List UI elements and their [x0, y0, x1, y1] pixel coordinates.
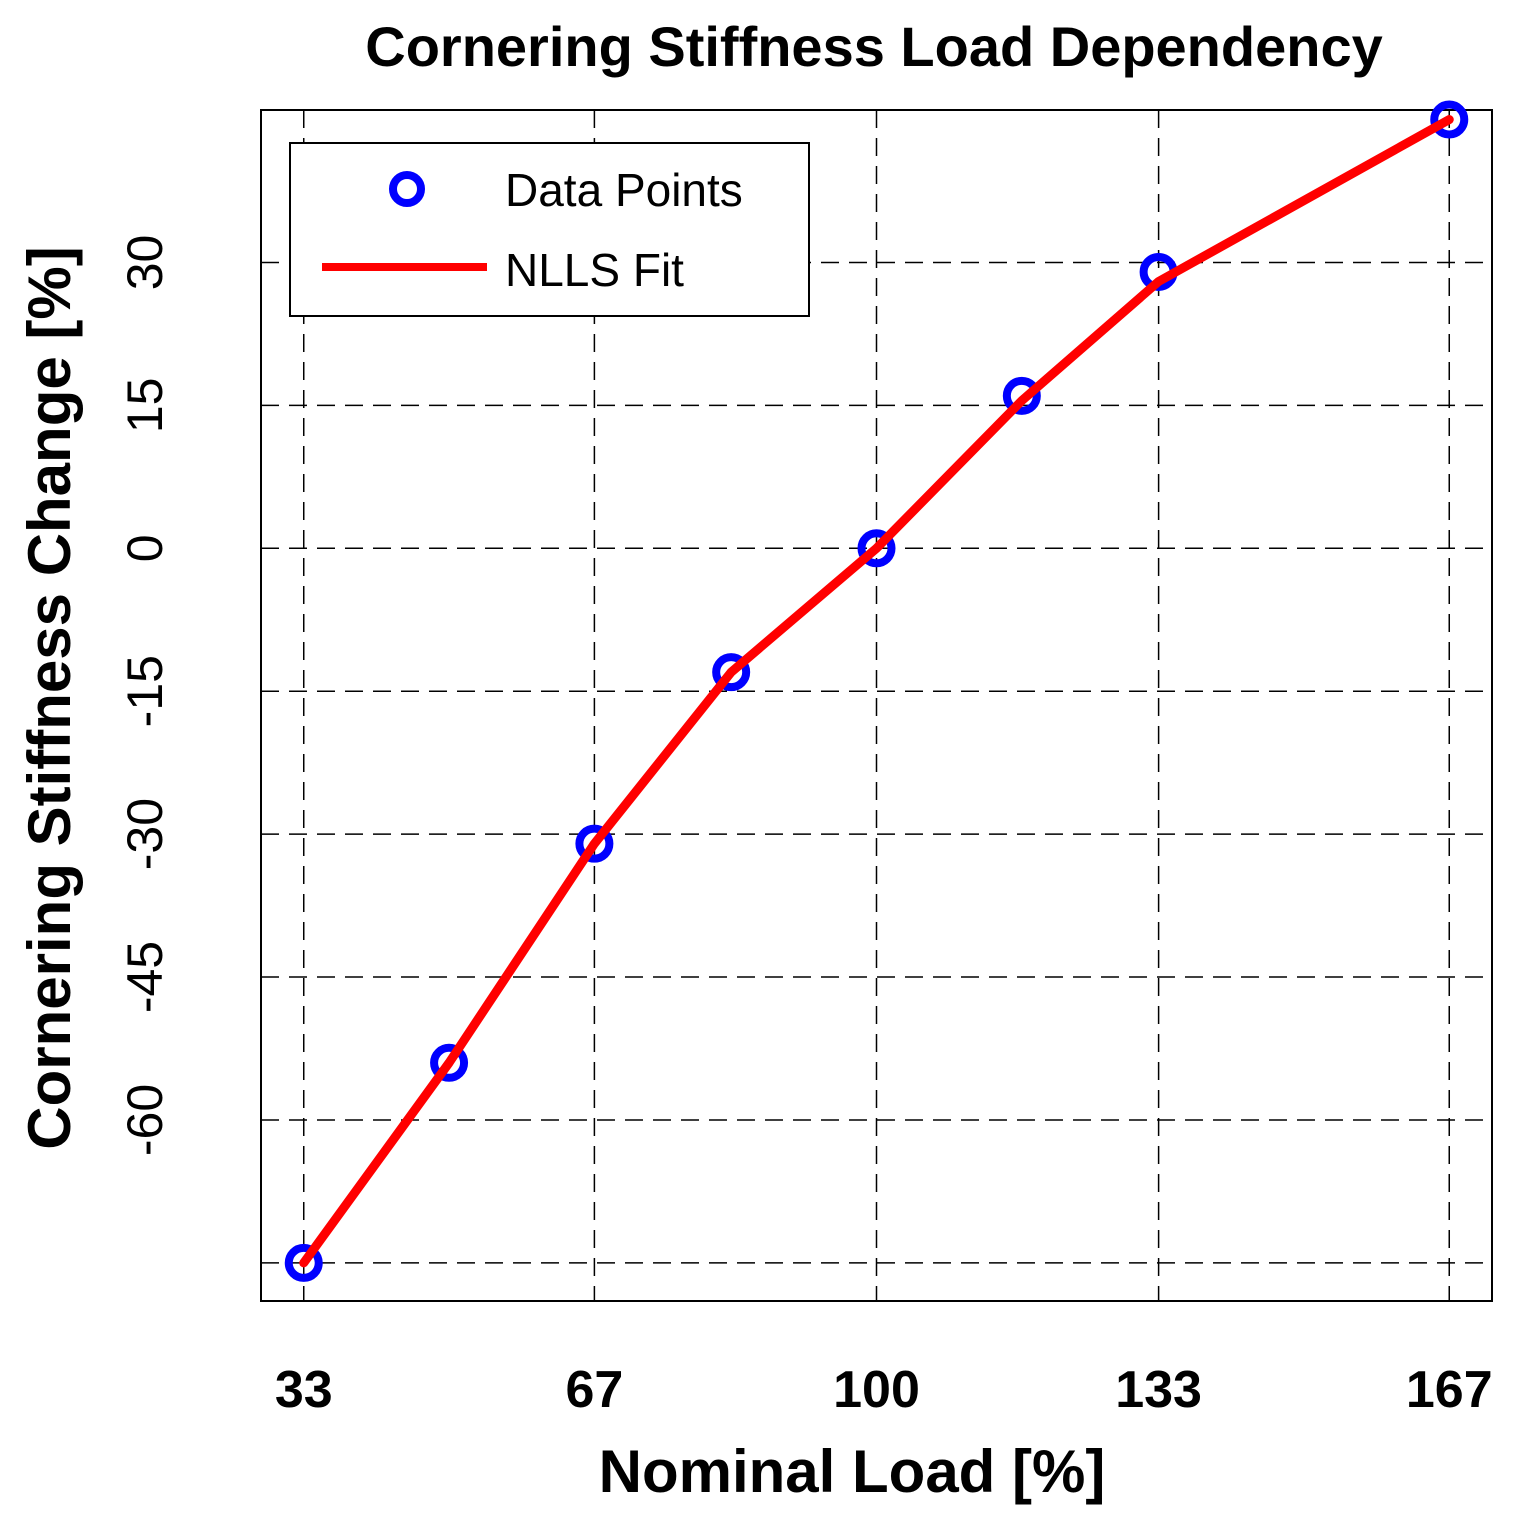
y-axis-label: Cornering Stiffness Change [%]	[16, 246, 83, 1149]
x-tick-label: 33	[275, 1361, 333, 1419]
y-tick-label: -45	[117, 941, 173, 1013]
y-tick-label: -15	[117, 655, 173, 727]
data-point	[284, 1243, 323, 1282]
legend-label-nlls-fit: NLLS Fit	[505, 244, 684, 296]
data-point	[1002, 376, 1041, 415]
x-tick-label: 167	[1406, 1361, 1493, 1419]
chart-title: Cornering Stiffness Load Dependency	[365, 15, 1383, 78]
series	[284, 100, 1469, 1282]
y-tick-label: 0	[117, 534, 173, 562]
data-point	[575, 824, 614, 863]
y-tick-label: 15	[117, 378, 173, 434]
y-tick-label: -30	[117, 798, 173, 870]
tick-labels: 33 67 100 133 167 -60 -45 -30 -15 0 15 30	[117, 235, 1493, 1419]
x-tick-label: 133	[1115, 1361, 1202, 1419]
x-tick-label: 67	[565, 1361, 623, 1419]
legend-marker-data-points	[389, 171, 425, 207]
nlls-fit-line	[299, 115, 1454, 1268]
y-tick-label: -60	[117, 1084, 173, 1156]
data-point	[712, 653, 751, 692]
x-tick-label: 100	[833, 1361, 920, 1419]
legend-label-data-points: Data Points	[505, 164, 743, 216]
plot-frame	[260, 109, 1493, 1302]
legend-box	[289, 142, 810, 317]
y-tick-label: 30	[117, 235, 173, 291]
data-point	[430, 1043, 469, 1082]
data-point	[857, 529, 896, 568]
data-point	[1430, 100, 1469, 139]
legend: Data Points NLLS Fit	[289, 142, 810, 317]
x-axis-label: Nominal Load [%]	[599, 1438, 1106, 1505]
